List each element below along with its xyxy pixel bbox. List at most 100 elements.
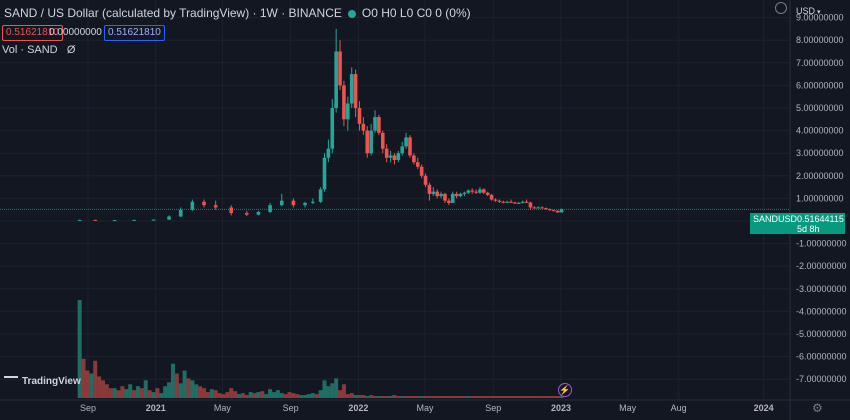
volume-bar: [411, 396, 416, 398]
lightning-icon[interactable]: ⚡: [558, 383, 572, 397]
candle-body: [450, 193, 455, 203]
candle-body: [373, 117, 377, 131]
volume-bar: [369, 395, 374, 398]
volume-bar: [357, 395, 362, 398]
volume-bar: [547, 396, 552, 398]
candle: [435, 189, 439, 199]
candle-body: [415, 162, 420, 167]
volume-bar: [501, 396, 506, 398]
candle-body: [326, 148, 331, 158]
candle: [532, 206, 537, 209]
volume-bar: [345, 394, 350, 398]
candle: [544, 207, 548, 210]
volume-bar: [536, 396, 541, 398]
volume-bar: [93, 360, 98, 398]
volume-value: Ø: [66, 44, 76, 56]
price-tag-value: 0.51644115: [797, 214, 844, 224]
volume-bar: [528, 396, 533, 398]
candle: [361, 117, 366, 136]
y-tick-label: 3.00000000: [796, 148, 844, 158]
volume-bar: [132, 390, 137, 398]
volume-bar: [283, 394, 288, 398]
candle-body: [77, 219, 82, 221]
candle: [415, 157, 420, 170]
y-tick-label: -5.00000000: [796, 329, 847, 339]
volume-bar: [509, 396, 514, 398]
chevron-down-icon: ▾: [817, 9, 821, 16]
volume-bar: [520, 396, 525, 398]
candle-body: [408, 137, 412, 156]
tradingview-logo[interactable]: TradingView: [4, 376, 81, 387]
volume-bar: [190, 380, 195, 398]
candle-body: [532, 207, 537, 209]
volume-bar: [295, 394, 300, 398]
volume-bar: [108, 388, 113, 398]
x-tick-label: Sep: [283, 403, 299, 413]
candle: [396, 150, 401, 163]
candle: [439, 191, 443, 199]
candle-body: [311, 201, 315, 203]
candle-body: [93, 219, 98, 221]
candle-body: [505, 201, 509, 203]
candle: [548, 208, 552, 211]
candle: [454, 191, 459, 199]
y-tick-label: -6.00000000: [796, 352, 847, 362]
candle-body: [342, 85, 346, 120]
sell-price-button[interactable]: 0.51621810: [2, 25, 63, 41]
candle-body: [517, 202, 521, 204]
y-tick-label: 2.00000000: [796, 171, 844, 181]
y-tick-label: -3.00000000: [796, 284, 847, 294]
symbol-title[interactable]: SAND / US Dollar (calculated by TradingV…: [4, 6, 342, 20]
volume-bar: [559, 396, 564, 398]
currency-selector[interactable]: USD ▾: [796, 6, 821, 16]
candle: [330, 98, 335, 154]
volume-bar: [244, 395, 249, 398]
y-tick-label: -1.00000000: [796, 239, 847, 249]
candle-body: [268, 205, 272, 212]
candle: [555, 210, 560, 213]
volume-bar: [268, 389, 273, 398]
candle-body: [400, 146, 405, 154]
candle: [470, 188, 474, 194]
volume-bar: [551, 396, 556, 398]
tradingview-logo-icon: [4, 376, 18, 387]
candle-body: [419, 166, 424, 176]
candle-body: [509, 201, 513, 203]
gear-icon[interactable]: ⚙: [812, 401, 823, 415]
volume-bar: [151, 392, 156, 398]
candle: [427, 182, 432, 201]
volume-legend[interactable]: Vol · SAND Ø: [2, 44, 75, 56]
volume-bar: [120, 386, 125, 398]
volume-bar: [341, 384, 346, 398]
candle: [443, 192, 447, 203]
volume-bar: [155, 388, 160, 398]
candle: [291, 198, 296, 208]
volume-bar: [217, 393, 222, 398]
candle-body: [377, 117, 381, 133]
volume-bar: [462, 396, 467, 398]
volume-bar: [361, 395, 366, 398]
candle: [377, 114, 381, 136]
volume-bar: [209, 389, 214, 398]
candle: [474, 189, 478, 194]
volume-bar: [299, 395, 304, 398]
volume-bar: [466, 396, 471, 398]
volume-bar: [213, 390, 218, 398]
volume-bar: [233, 391, 238, 398]
search-icon[interactable]: [775, 2, 787, 14]
volume-bar: [353, 395, 358, 398]
volume-bar: [477, 396, 482, 398]
volume-bar: [237, 394, 242, 398]
volume-bar: [303, 395, 308, 398]
candle: [520, 200, 525, 204]
volume-bar: [97, 376, 102, 398]
candle: [540, 206, 544, 209]
buy-price-button[interactable]: 0.51621810: [104, 25, 165, 41]
x-tick-label: May: [214, 403, 232, 413]
market-status-dot: [347, 9, 356, 18]
volume-bar: [221, 394, 226, 398]
candle-body: [178, 209, 183, 217]
candle-body: [466, 190, 471, 193]
candle: [485, 191, 490, 197]
